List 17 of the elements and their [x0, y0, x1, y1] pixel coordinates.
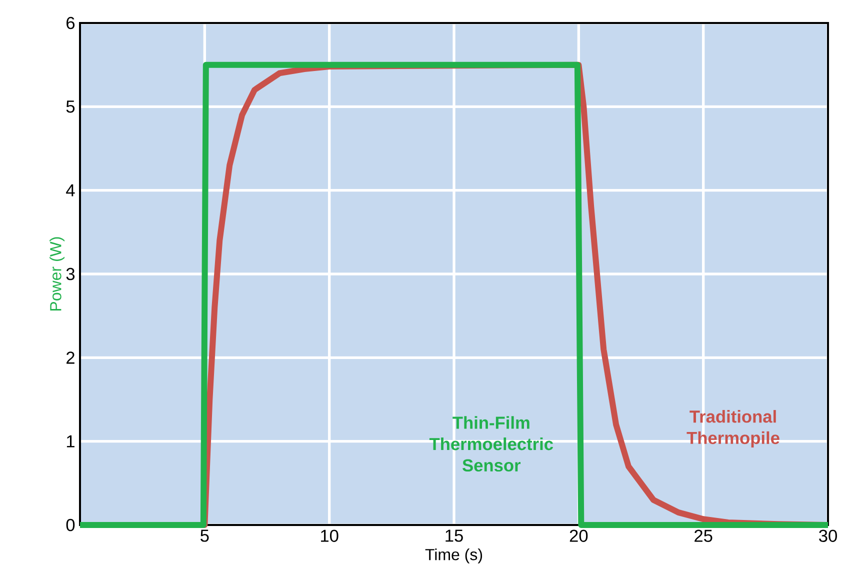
x-tick-label: 25: [694, 530, 712, 542]
x-axis-title: Time (s): [425, 548, 482, 564]
y-tick-label: 4: [66, 184, 75, 196]
x-tick-label: 15: [446, 530, 463, 542]
y-axis-title: Power (W): [50, 237, 64, 310]
y-tick-label: 1: [66, 435, 74, 448]
y-tick-label: 3: [66, 268, 75, 280]
x-tick-label: 10: [321, 530, 338, 542]
x-tick-label: 30: [819, 530, 837, 542]
x-tick-label: 5: [200, 530, 209, 542]
text: Traditional Thermopile: [686, 410, 780, 448]
y-tick-label: 0: [66, 518, 75, 532]
y-tick-label: 2: [66, 352, 74, 364]
y-tick-label: 5: [66, 100, 75, 113]
series-label: Thin-Film Thermoelectric Sensor: [429, 416, 554, 472]
x-tick-label: 20: [570, 530, 588, 542]
y-tick-label: 6: [66, 16, 75, 30]
